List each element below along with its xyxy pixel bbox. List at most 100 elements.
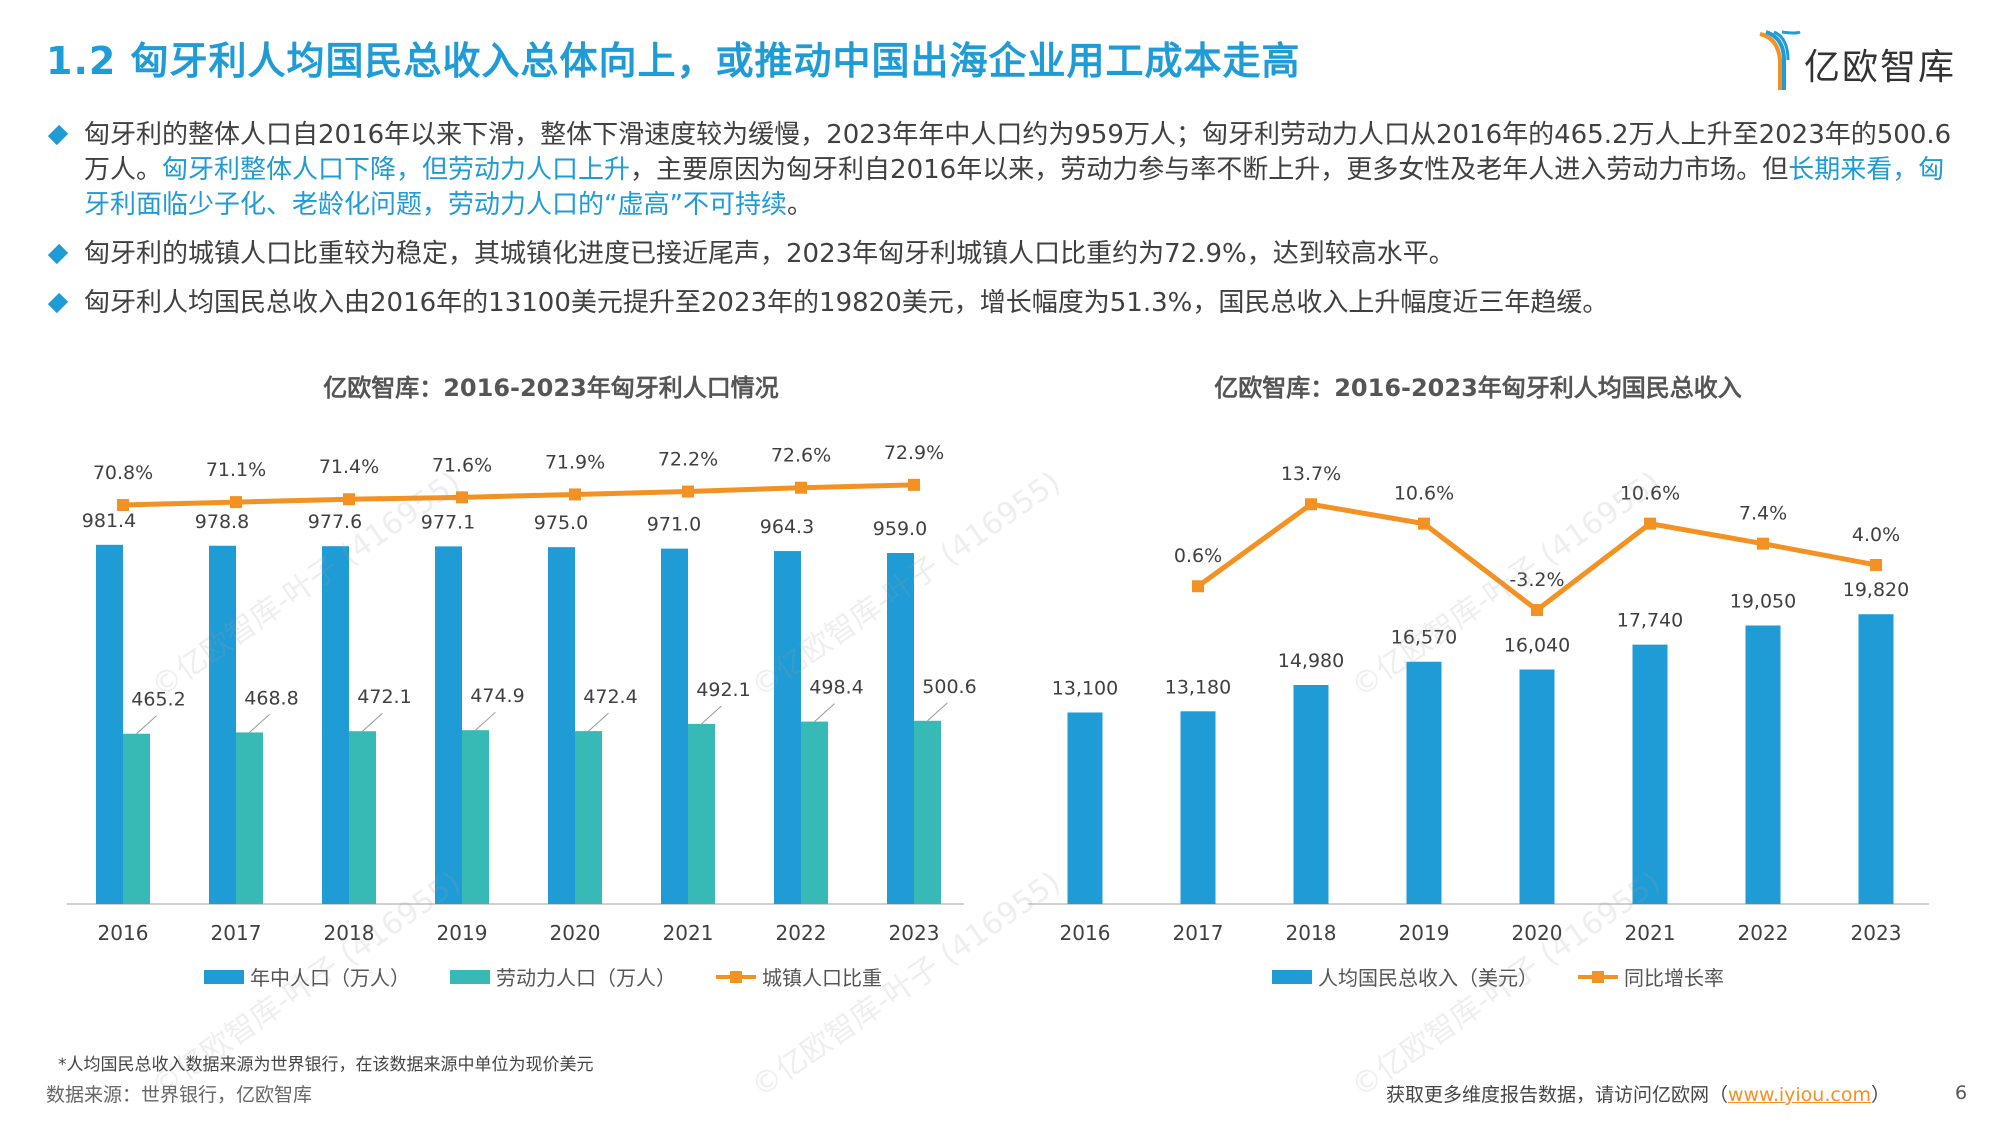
- legend-label: 年中人口（万人）: [250, 966, 410, 990]
- x-tick-label: 2022: [776, 921, 827, 945]
- data-label-gni: 13,180: [1165, 676, 1231, 698]
- bar-midyear-population: [209, 545, 236, 904]
- bullet-item: 匈牙利人均国民总收入由2016年的13100美元提升至2023年的19820美元…: [47, 286, 1968, 321]
- data-label-labor: 472.4: [583, 686, 637, 708]
- bar-gni: [1067, 712, 1103, 904]
- data-label-labor: 492.1: [696, 679, 750, 701]
- bar-midyear-population: [435, 546, 462, 904]
- bar-gni: [1293, 684, 1329, 904]
- growth-rate-marker: [1531, 604, 1543, 617]
- urban-ratio-marker: [117, 499, 129, 511]
- logo: 亿欧智库: [1756, 30, 1971, 92]
- chart-title-population: 亿欧智库：2016-2023年匈牙利人口情况: [323, 374, 779, 402]
- bar-gni: [1519, 669, 1555, 904]
- data-label-gni: 14,980: [1278, 650, 1344, 672]
- highlight-text: 长期来看，匈牙利面临少子化、老龄化问题，劳动力人口的“虚高”不可持续: [84, 155, 1945, 220]
- x-tick-label: 2019: [437, 921, 488, 945]
- growth-rate-marker: [1305, 498, 1317, 511]
- data-label-gni: 16,040: [1504, 634, 1570, 656]
- iyiou-link[interactable]: www.iyiou.com: [1727, 1084, 1871, 1106]
- data-label-population: 964.3: [760, 516, 814, 538]
- legend-item-midyear-population: 年中人口（万人）: [204, 962, 410, 991]
- bar-gni: [1858, 614, 1894, 904]
- bar-labor-force: [575, 731, 602, 904]
- data-label-population: 978.8: [195, 511, 249, 533]
- data-label-labor: 474.9: [470, 685, 524, 707]
- legend-swatch-blue: [1272, 969, 1312, 984]
- leader-line: [588, 712, 609, 732]
- legend-label: 劳动力人口（万人）: [496, 966, 676, 990]
- data-label-labor: 468.8: [244, 687, 298, 709]
- bar-labor-force: [236, 732, 263, 904]
- leader-line: [475, 711, 496, 731]
- logo-text: 亿欧智库: [1804, 47, 1957, 88]
- data-label-population: 981.4: [82, 510, 136, 532]
- bar-labor-force: [914, 720, 941, 904]
- leader-line: [136, 715, 157, 735]
- x-tick-label: 2022: [1738, 921, 1789, 945]
- data-label-population: 959.0: [873, 518, 927, 540]
- legend-item-growth: 同比增长率: [1578, 962, 1724, 991]
- data-label-urban: 70.8%: [93, 462, 153, 484]
- leader-line: [249, 714, 270, 733]
- footer-text: 获取更多维度报告数据，请访问亿欧网（: [1385, 1084, 1728, 1106]
- data-label-urban: 71.9%: [545, 451, 605, 473]
- data-label-gni: 19,050: [1730, 590, 1796, 612]
- urban-ratio-line: [122, 482, 915, 508]
- growth-rate-marker: [1418, 517, 1430, 530]
- data-label-urban: 72.2%: [658, 449, 718, 471]
- data-label-urban: 71.1%: [206, 459, 266, 481]
- footnote: *人均国民总收入数据来源为世界银行，在该数据来源中单位为现价美元: [58, 1055, 594, 1075]
- data-label-population: 971.0: [647, 514, 701, 536]
- legend-swatch-line: [1578, 970, 1618, 984]
- urban-ratio-marker: [795, 481, 807, 494]
- x-tick-label: 2020: [1512, 921, 1563, 945]
- x-tick-label: 2020: [550, 921, 601, 945]
- growth-rate-marker: [1644, 517, 1656, 530]
- data-label-population: 975.0: [534, 512, 588, 534]
- legend-label: 人均国民总收入（美元）: [1318, 966, 1538, 990]
- logo-icon: [1759, 30, 1801, 90]
- legend-swatch-blue: [204, 969, 244, 984]
- data-label-growth: 0.6%: [1174, 545, 1222, 567]
- data-label-urban: 72.6%: [771, 445, 831, 467]
- data-label-labor: 498.4: [809, 677, 863, 699]
- x-tick-label: 2017: [211, 921, 262, 945]
- bar-labor-force: [688, 723, 715, 904]
- bar-midyear-population: [774, 551, 801, 904]
- leader-line: [927, 702, 948, 722]
- bullet-item: 匈牙利的整体人口自2016年以来下滑，整体下滑速度较为缓慢，2023年年中人口约…: [47, 118, 1968, 223]
- bar-labor-force: [801, 721, 828, 904]
- bullet-text: 匈牙利的整体人口自2016年以来下滑，整体下滑速度较为缓慢，2023年年中人口约…: [84, 120, 1952, 185]
- data-label-growth: 7.4%: [1739, 503, 1787, 525]
- bar-labor-force: [462, 730, 489, 904]
- bullet-text: ，主要原因为匈牙利自2016年以来，劳动力参与率不断上升，更多女性及老年人进入劳…: [630, 155, 1789, 185]
- x-tick-label: 2016: [1060, 921, 1111, 945]
- highlight-text: 匈牙利整体人口下降，但劳动力人口上升: [162, 155, 631, 185]
- data-source: 数据来源：世界银行，亿欧智库: [46, 1084, 313, 1106]
- x-tick-label: 2023: [889, 921, 940, 945]
- bullet-text: 匈牙利的城镇人口比重较为稳定，其城镇化进度已接近尾声，2023年匈牙利城镇人口比…: [84, 239, 1455, 269]
- footer-paren: ）: [1870, 1084, 1890, 1106]
- x-tick-label: 2016: [98, 921, 149, 945]
- x-tick-label: 2017: [1173, 921, 1224, 945]
- bar-midyear-population: [661, 548, 688, 904]
- chart-title-gni: 亿欧智库：2016-2023年匈牙利人均国民总收入: [1214, 374, 1742, 402]
- urban-ratio-marker: [456, 491, 468, 504]
- data-label-urban: 72.9%: [884, 442, 944, 464]
- leader-line: [701, 705, 722, 725]
- x-tick-label: 2021: [1625, 921, 1676, 945]
- urban-ratio-marker: [343, 493, 355, 506]
- data-label-labor: 500.6: [922, 676, 976, 698]
- x-tick-label: 2021: [663, 921, 714, 945]
- bar-midyear-population: [887, 553, 914, 904]
- bar-gni: [1632, 644, 1668, 904]
- bar-labor-force: [123, 733, 150, 904]
- data-label-urban: 71.6%: [432, 454, 492, 476]
- growth-rate-marker: [1757, 537, 1769, 550]
- data-label-gni: 19,820: [1843, 579, 1909, 601]
- data-label-labor: 465.2: [131, 689, 185, 711]
- bar-gni: [1180, 711, 1216, 904]
- data-label-labor: 472.1: [357, 686, 411, 708]
- bullet-item: 匈牙利的城镇人口比重较为稳定，其城镇化进度已接近尾声，2023年匈牙利城镇人口比…: [47, 237, 1968, 272]
